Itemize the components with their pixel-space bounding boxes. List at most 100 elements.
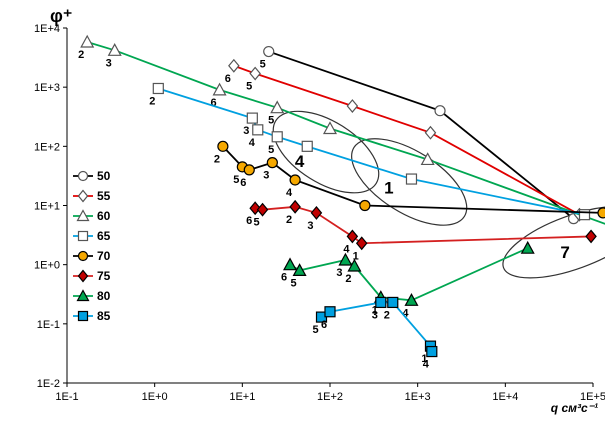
point-label: 5 — [253, 217, 259, 229]
group-ellipses: 417 — [272, 110, 605, 279]
point-label: 3 — [243, 125, 249, 137]
x-tick-label: 1E+0 — [142, 391, 168, 403]
legend-label: 55 — [97, 189, 111, 203]
point-label: 6 — [211, 97, 217, 109]
data-point — [107, 43, 122, 56]
point-label: 2 — [214, 153, 220, 165]
data-point — [424, 125, 437, 140]
legend-marker — [77, 230, 89, 242]
point-label: 4 — [343, 243, 350, 255]
legend-label: 85 — [97, 309, 111, 323]
x-tick-label: 1E+4 — [492, 391, 518, 403]
data-point — [322, 121, 338, 135]
point-label: 1 — [353, 250, 359, 262]
data-point — [346, 229, 359, 244]
data-point — [246, 112, 258, 124]
data-point — [249, 201, 261, 216]
data-point — [338, 252, 353, 266]
legend-marker — [77, 310, 89, 322]
data-point — [217, 140, 229, 152]
legend-marker — [76, 289, 90, 302]
y-tick-label: 1E+3 — [34, 82, 60, 94]
x-tick-label: 1E-1 — [55, 391, 78, 403]
data-point — [426, 345, 438, 358]
series-line — [268, 50, 575, 220]
data-point — [289, 199, 301, 214]
axis-ticks: 1E-1 1E+0 1E+1 1E+2 1E+3 1E+4 1E+51E-21E-11E+0… — [34, 23, 605, 403]
data-point — [243, 164, 255, 176]
data-point — [266, 157, 278, 169]
point-label: 3 — [106, 57, 112, 69]
series-75: 6 5 2 3 41 — [246, 199, 597, 262]
x-tick-label: 1E+5 — [580, 391, 605, 403]
data-point — [152, 82, 164, 95]
group-label: 4 — [295, 152, 305, 171]
data-point — [283, 257, 298, 271]
point-label: 6 — [246, 215, 252, 227]
y-axis-label: φ⁺ — [50, 6, 72, 26]
y-tick-label: 1E+1 — [34, 201, 60, 213]
legend-label: 80 — [97, 289, 111, 303]
data-point — [270, 100, 285, 114]
data-point — [310, 205, 323, 220]
plot-area — [66, 28, 593, 384]
series-85: 5 6 3 21 4 — [312, 296, 438, 371]
point-label: 2 — [149, 95, 155, 107]
x-tick-label: 1E+2 — [317, 391, 343, 403]
group-ellipse — [351, 138, 468, 226]
data-point — [346, 99, 359, 113]
point-label: 3 — [372, 309, 378, 321]
data-point — [292, 263, 307, 277]
data-point — [355, 236, 368, 251]
point-label: 6 — [240, 177, 246, 189]
point-label: 2 — [78, 49, 84, 61]
legend-label: 75 — [97, 269, 111, 283]
point-label: 2 — [384, 309, 390, 321]
x-tick-label: 1E+3 — [405, 391, 431, 403]
group-ellipse — [272, 110, 380, 194]
point-label: 5 — [233, 174, 239, 186]
data-point — [405, 173, 418, 185]
data-point — [271, 131, 283, 143]
legend: 50 55 60 65 70 75 80 85 — [73, 169, 111, 323]
point-label: 6 — [321, 319, 327, 331]
point-label: 5 — [268, 144, 274, 156]
x-axis-label: q см³с⁻¹ — [551, 401, 598, 415]
point-label: 6 — [225, 73, 231, 85]
point-label: 1 — [372, 304, 378, 316]
point-label: 4 — [423, 359, 430, 371]
series-line — [289, 247, 529, 302]
y-tick-label: 1E+4 — [34, 23, 60, 35]
group-label: 7 — [560, 243, 569, 262]
point-label: 3 — [307, 220, 313, 232]
data-point — [212, 82, 227, 96]
legend-label: 65 — [97, 229, 111, 243]
legend-marker — [76, 209, 90, 222]
point-label: 5 — [246, 81, 252, 93]
data-point — [520, 240, 535, 254]
series-50: 5 — [260, 45, 580, 225]
point-label: 4 — [249, 137, 256, 149]
data-point — [249, 66, 261, 81]
y-tick-label: 1E-2 — [37, 378, 60, 390]
point-label: 5 — [268, 115, 274, 127]
data-point — [80, 34, 95, 48]
point-label: 4 — [402, 307, 409, 319]
group-label: 1 — [384, 178, 393, 197]
point-label: 6 — [281, 272, 287, 284]
legend-marker — [77, 250, 89, 262]
point-label: 5 — [312, 324, 318, 336]
data-point — [404, 293, 419, 306]
point-label: 5 — [291, 277, 297, 289]
group-ellipse — [502, 205, 605, 279]
data-point — [585, 229, 597, 244]
data-point — [263, 45, 275, 58]
data-point — [359, 199, 371, 212]
data-point — [301, 140, 313, 152]
data-point — [375, 296, 387, 309]
data-point — [289, 174, 301, 186]
point-label: 2 — [345, 273, 351, 285]
